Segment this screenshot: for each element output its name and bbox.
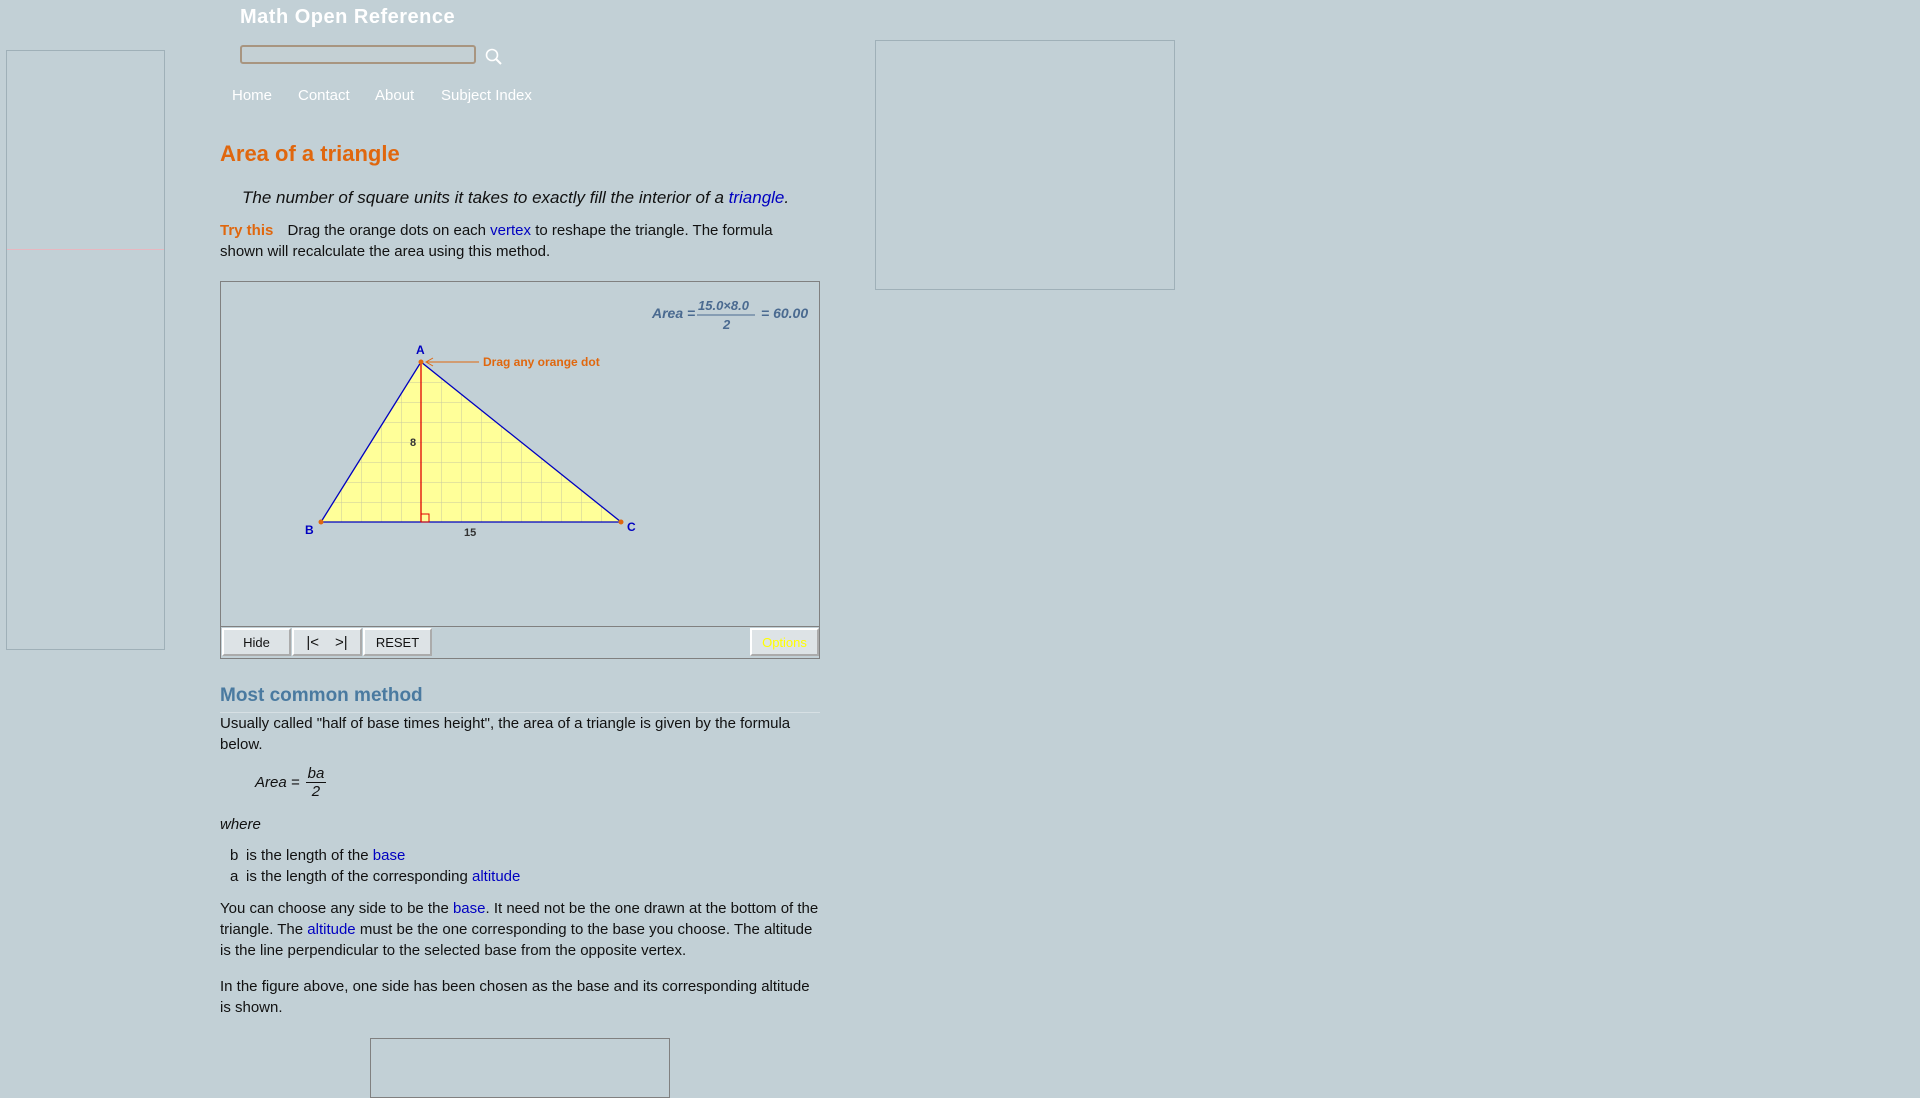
definition-row-b: b is the length of the base bbox=[230, 847, 405, 864]
hide-button[interactable]: Hide bbox=[222, 628, 291, 656]
try-this-instructions: Try this Drag the orange dots on each ve… bbox=[220, 220, 820, 262]
options-button[interactable]: Options bbox=[750, 628, 819, 656]
nav-home[interactable]: Home bbox=[232, 87, 273, 104]
base-link[interactable]: base bbox=[372, 847, 406, 864]
altitude-link[interactable]: altitude bbox=[471, 868, 521, 885]
try-this-label: Try this bbox=[220, 222, 274, 239]
vertex-a-handle[interactable] bbox=[418, 359, 424, 365]
base-length-label: 15 bbox=[464, 527, 476, 539]
search-icon[interactable] bbox=[484, 47, 504, 67]
area-formula-fraction: ba 2 bbox=[305, 765, 327, 800]
reset-button[interactable]: RESET bbox=[363, 628, 432, 656]
step-buttons: |< >| bbox=[292, 628, 362, 656]
applet-formula-label: Area = bbox=[651, 305, 695, 321]
vertex-c-handle[interactable] bbox=[618, 519, 624, 525]
definition-text: The number of square units it takes to e… bbox=[242, 188, 729, 207]
where-label: where bbox=[220, 816, 261, 833]
definition: The number of square units it takes to e… bbox=[242, 188, 789, 208]
area-formula: Area = ba 2 bbox=[255, 765, 327, 800]
section-heading: Most common method bbox=[220, 685, 423, 706]
left-ad-frame bbox=[6, 50, 165, 650]
def-b-text: is the length of the bbox=[246, 847, 373, 864]
drag-hint-text: Drag any orange dot bbox=[483, 355, 600, 369]
unit-grid bbox=[321, 362, 621, 522]
triangle-applet: Area = 15.0×8.0 2 = 60.00 8 Drag any ora… bbox=[220, 281, 820, 627]
base-explanation: You can choose any side to be the base. … bbox=[220, 898, 820, 961]
p1-text-a: You can choose any side to be the bbox=[220, 900, 453, 917]
area-formula-denominator: 2 bbox=[311, 783, 321, 800]
search-input[interactable] bbox=[240, 45, 476, 64]
right-angle-mark bbox=[420, 513, 430, 523]
triangle-edges bbox=[319, 361, 623, 523]
applet-formula-numerator: 15.0×8.0 bbox=[698, 298, 750, 313]
var-b: b bbox=[230, 847, 239, 864]
def-a-text: is the length of the corresponding bbox=[246, 868, 472, 885]
p1-text-b: . It need not be the one drawn at the bo… bbox=[220, 900, 819, 938]
try-text-1: Drag the orange dots on each bbox=[287, 222, 491, 239]
vertex-c-label: C bbox=[627, 520, 636, 534]
area-formula-numerator: ba bbox=[305, 765, 327, 783]
section-divider bbox=[220, 712, 820, 713]
vertex-link[interactable]: vertex bbox=[490, 222, 532, 239]
try-text-2: to reshape the triangle. The formula sho… bbox=[220, 222, 773, 260]
altitude-link-2[interactable]: altitude bbox=[307, 921, 356, 938]
drag-hint-arrowhead bbox=[424, 357, 434, 367]
vertex-b-label: B bbox=[305, 523, 314, 537]
vertex-b-handle[interactable] bbox=[318, 519, 324, 525]
bottom-applet-frame bbox=[370, 1038, 670, 1098]
applet-formula-denominator: 2 bbox=[722, 317, 731, 332]
vertex-a-label: A bbox=[416, 343, 425, 357]
applet-toolbar: Hide |< >| RESET Options bbox=[220, 627, 820, 659]
right-ad-frame bbox=[875, 40, 1175, 290]
altitude-label: 8 bbox=[410, 437, 416, 449]
definition-row-a: a is the length of the corresponding alti… bbox=[230, 868, 520, 885]
page-title: Area of a triangle bbox=[220, 141, 400, 166]
triangle-link[interactable]: triangle bbox=[728, 188, 785, 207]
last-step-button[interactable]: >| bbox=[335, 633, 348, 651]
var-a: a bbox=[230, 868, 239, 885]
nav-subject-index[interactable]: Subject Index bbox=[441, 87, 532, 104]
definition-end: . bbox=[784, 188, 790, 207]
figure-explanation: In the figure above, one side has been c… bbox=[220, 978, 810, 1016]
area-formula-label: Area = bbox=[255, 774, 300, 791]
nav-contact[interactable]: Contact bbox=[298, 87, 350, 104]
base-link-2[interactable]: base bbox=[452, 900, 486, 917]
applet-canvas: Area = 15.0×8.0 2 = 60.00 8 Drag any ora… bbox=[305, 298, 808, 539]
p1-text-c: must be the one corresponding to the bas… bbox=[220, 921, 813, 959]
section-intro: Usually called "half of base times heigh… bbox=[220, 715, 791, 753]
left-ad-slot bbox=[7, 51, 164, 250]
first-step-button[interactable]: |< bbox=[306, 633, 319, 651]
applet-formula-result: = 60.00 bbox=[761, 305, 808, 321]
site-title[interactable]: Math Open Reference bbox=[240, 6, 456, 28]
nav-about[interactable]: About bbox=[375, 87, 415, 104]
